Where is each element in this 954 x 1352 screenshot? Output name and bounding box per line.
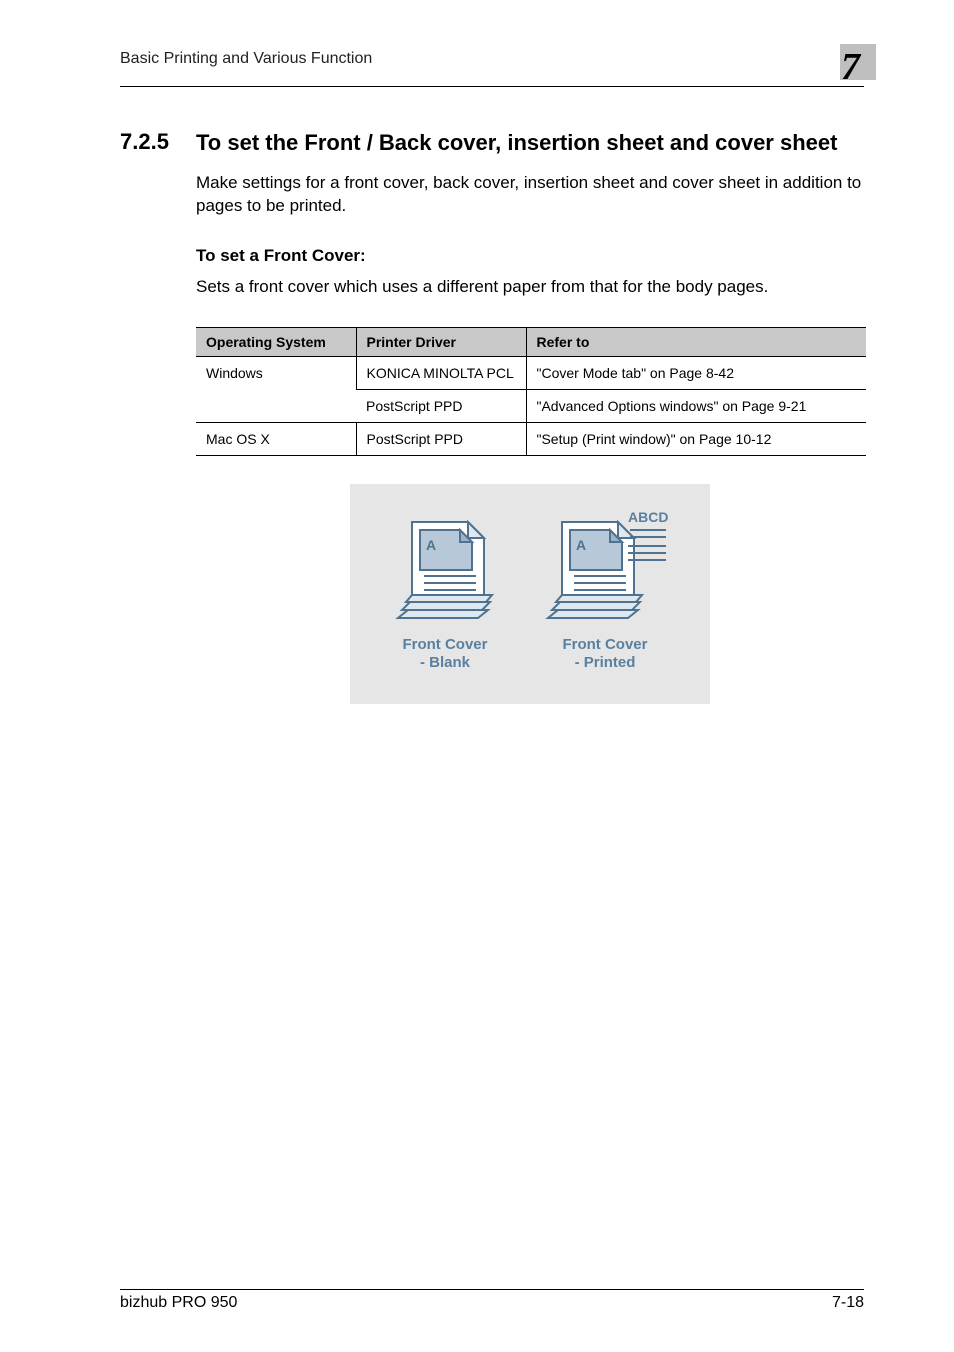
figure-right: A ABCD Front Cover -	[540, 510, 670, 674]
caption-line: Front Cover	[402, 636, 487, 653]
figure-left: A Front Cover - Blank	[390, 510, 500, 674]
caption-line: - Blank	[420, 654, 470, 671]
section-heading: 7.2.5 To set the Front / Back cover, ins…	[120, 129, 864, 158]
figure-left-caption: Front Cover - Blank	[402, 636, 487, 674]
sub-heading: To set a Front Cover:	[196, 246, 864, 266]
table-header-os: Operating System	[196, 327, 356, 356]
table-row: Mac OS X PostScript PPD "Setup (Print wi…	[196, 422, 866, 455]
abcd-label: ABCD	[628, 510, 668, 525]
cell-driver: PostScript PPD	[356, 389, 526, 422]
page-letter: A	[426, 537, 436, 553]
front-cover-printed-icon: A ABCD	[540, 510, 670, 630]
header-left: Basic Printing and Various Function	[120, 50, 372, 68]
svg-text:A: A	[576, 537, 586, 553]
cell-os: Mac OS X	[196, 422, 356, 455]
cell-driver: PostScript PPD	[356, 422, 526, 455]
cell-driver: KONICA MINOLTA PCL	[356, 356, 526, 389]
footer-left: bizhub PRO 950	[120, 1294, 237, 1312]
figure-right-caption: Front Cover - Printed	[562, 636, 647, 674]
caption-line: Front Cover	[562, 636, 647, 653]
cell-refer: "Cover Mode tab" on Page 8-42	[526, 356, 866, 389]
cell-os: Windows	[196, 356, 356, 422]
front-cover-blank-icon: A	[390, 510, 500, 630]
sub-paragraph: Sets a front cover which uses a differen…	[196, 276, 864, 299]
cell-refer: "Setup (Print window)" on Page 10-12	[526, 422, 866, 455]
intro-paragraph: Make settings for a front cover, back co…	[196, 172, 864, 218]
section-number: 7.2.5	[120, 129, 196, 158]
table-header-driver: Printer Driver	[356, 327, 526, 356]
page-footer: bizhub PRO 950 7-18	[120, 1289, 864, 1312]
reference-table: Operating System Printer Driver Refer to…	[196, 327, 866, 456]
table-header-row: Operating System Printer Driver Refer to	[196, 327, 866, 356]
footer-right: 7-18	[832, 1294, 864, 1312]
caption-line: - Printed	[575, 654, 636, 671]
chapter-number: 7	[841, 50, 864, 84]
section-title: To set the Front / Back cover, insertion…	[196, 129, 837, 158]
table-header-refer: Refer to	[526, 327, 866, 356]
page-header: Basic Printing and Various Function 7	[120, 50, 864, 87]
figure-panel: A Front Cover - Blank	[350, 484, 710, 704]
table-row: Windows KONICA MINOLTA PCL "Cover Mode t…	[196, 356, 866, 389]
cell-refer: "Advanced Options windows" on Page 9-21	[526, 389, 866, 422]
